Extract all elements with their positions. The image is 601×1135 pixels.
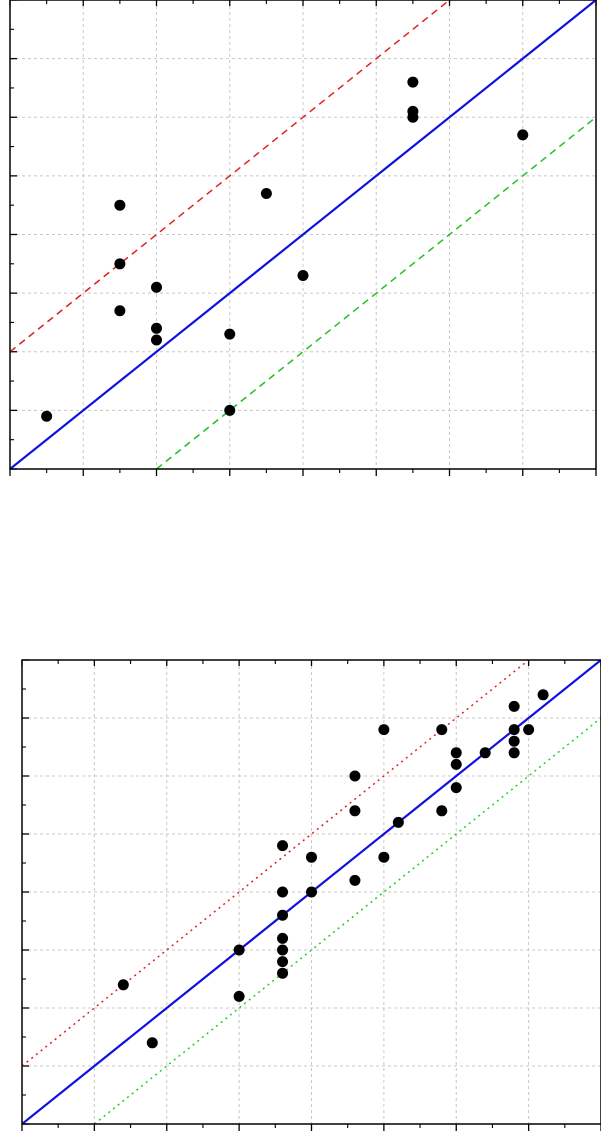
data-point bbox=[41, 410, 53, 422]
series-layer bbox=[22, 660, 601, 1124]
data-point bbox=[450, 758, 462, 770]
data-point bbox=[277, 932, 289, 944]
series-layer bbox=[10, 0, 596, 469]
data-point bbox=[114, 258, 126, 270]
data-point bbox=[224, 328, 236, 340]
data-point bbox=[450, 782, 462, 794]
data-point bbox=[523, 724, 535, 736]
data-point bbox=[151, 322, 162, 334]
data-point bbox=[277, 840, 289, 852]
data-point bbox=[260, 187, 272, 199]
data-point bbox=[517, 129, 529, 141]
scatter-plot-bottom bbox=[21, 659, 601, 1131]
data-point bbox=[407, 76, 419, 88]
plot-frame bbox=[21, 659, 601, 1125]
data-point bbox=[114, 305, 126, 317]
data-point bbox=[436, 724, 448, 736]
data-point bbox=[151, 334, 162, 346]
reference-line-dashed bbox=[10, 0, 450, 353]
data-point bbox=[277, 944, 289, 956]
data-point bbox=[349, 805, 361, 817]
data-point bbox=[277, 956, 289, 968]
data-point bbox=[407, 111, 419, 123]
data-point bbox=[537, 689, 549, 701]
data-point bbox=[378, 724, 390, 736]
data-point bbox=[117, 979, 129, 991]
data-point bbox=[392, 816, 404, 828]
data-point bbox=[306, 851, 317, 863]
data-point bbox=[146, 1037, 158, 1049]
data-point bbox=[436, 805, 448, 817]
reference-line-dotted bbox=[22, 660, 530, 1067]
data-point bbox=[114, 199, 126, 211]
data-point bbox=[224, 404, 236, 416]
data-point bbox=[378, 851, 390, 863]
data-point bbox=[297, 270, 309, 282]
reference-line-dashed bbox=[156, 116, 596, 469]
data-point bbox=[306, 886, 317, 898]
data-point bbox=[349, 874, 361, 886]
data-point bbox=[508, 747, 520, 759]
reference-line-solid bbox=[10, 0, 596, 469]
data-point bbox=[508, 700, 520, 712]
data-point bbox=[233, 990, 245, 1002]
data-point bbox=[151, 281, 162, 293]
data-point bbox=[508, 735, 520, 747]
data-point bbox=[349, 770, 361, 782]
data-point bbox=[277, 967, 289, 979]
reference-line-dotted bbox=[93, 717, 601, 1124]
data-point bbox=[277, 909, 289, 921]
data-point bbox=[508, 724, 520, 736]
data-point bbox=[233, 944, 245, 956]
data-point bbox=[479, 747, 491, 759]
data-point bbox=[450, 747, 462, 759]
plot-frame bbox=[9, 0, 597, 470]
scatter-plot-top bbox=[9, 0, 597, 476]
data-point bbox=[277, 886, 289, 898]
